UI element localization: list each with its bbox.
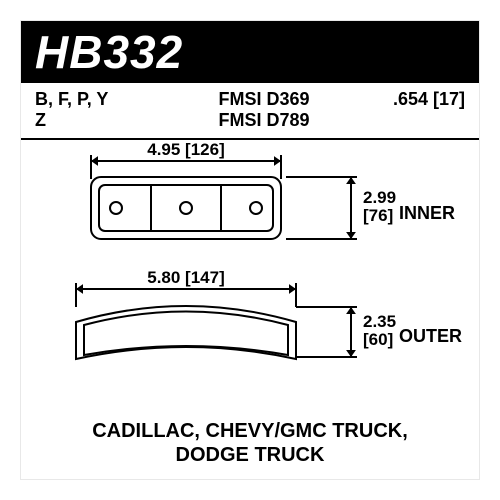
fmsi-line2: FMSI D789 [218, 110, 309, 131]
svg-text:5.80 [147]: 5.80 [147] [147, 268, 225, 287]
svg-text:2.35: 2.35 [363, 312, 396, 331]
compound-line2: Z [35, 110, 135, 131]
compound-codes: B, F, P, Y Z [35, 89, 135, 130]
svg-text:[60]: [60] [363, 330, 393, 349]
thickness-spec: .654 [17] [393, 89, 465, 110]
fitment-line2: DODGE TRUCK [21, 443, 479, 467]
svg-text:[76]: [76] [363, 206, 393, 225]
svg-text:2.99: 2.99 [363, 188, 396, 207]
fmsi-line1: FMSI D369 [218, 89, 309, 110]
product-card: HB332 B, F, P, Y Z FMSI D369 FMSI D789 .… [20, 20, 480, 480]
svg-text:OUTER: OUTER [399, 326, 462, 346]
compound-line1: B, F, P, Y [35, 89, 135, 110]
svg-text:INNER: INNER [399, 203, 455, 223]
pad-diagram: 4.95 [126] 2.99[76] INNER 5.80 [147] 2.35[60… [21, 139, 479, 439]
fitment-line1: CADILLAC, CHEVY/GMC TRUCK, [21, 419, 479, 443]
vehicle-fitment: CADILLAC, CHEVY/GMC TRUCK, DODGE TRUCK [21, 419, 479, 467]
spec-row: B, F, P, Y Z FMSI D369 FMSI D789 .654 [1… [21, 83, 479, 140]
header-bar: HB332 [21, 21, 479, 83]
fmsi-codes: FMSI D369 FMSI D789 [218, 89, 309, 130]
part-number: HB332 [35, 25, 183, 79]
svg-text:4.95 [126]: 4.95 [126] [147, 140, 225, 159]
